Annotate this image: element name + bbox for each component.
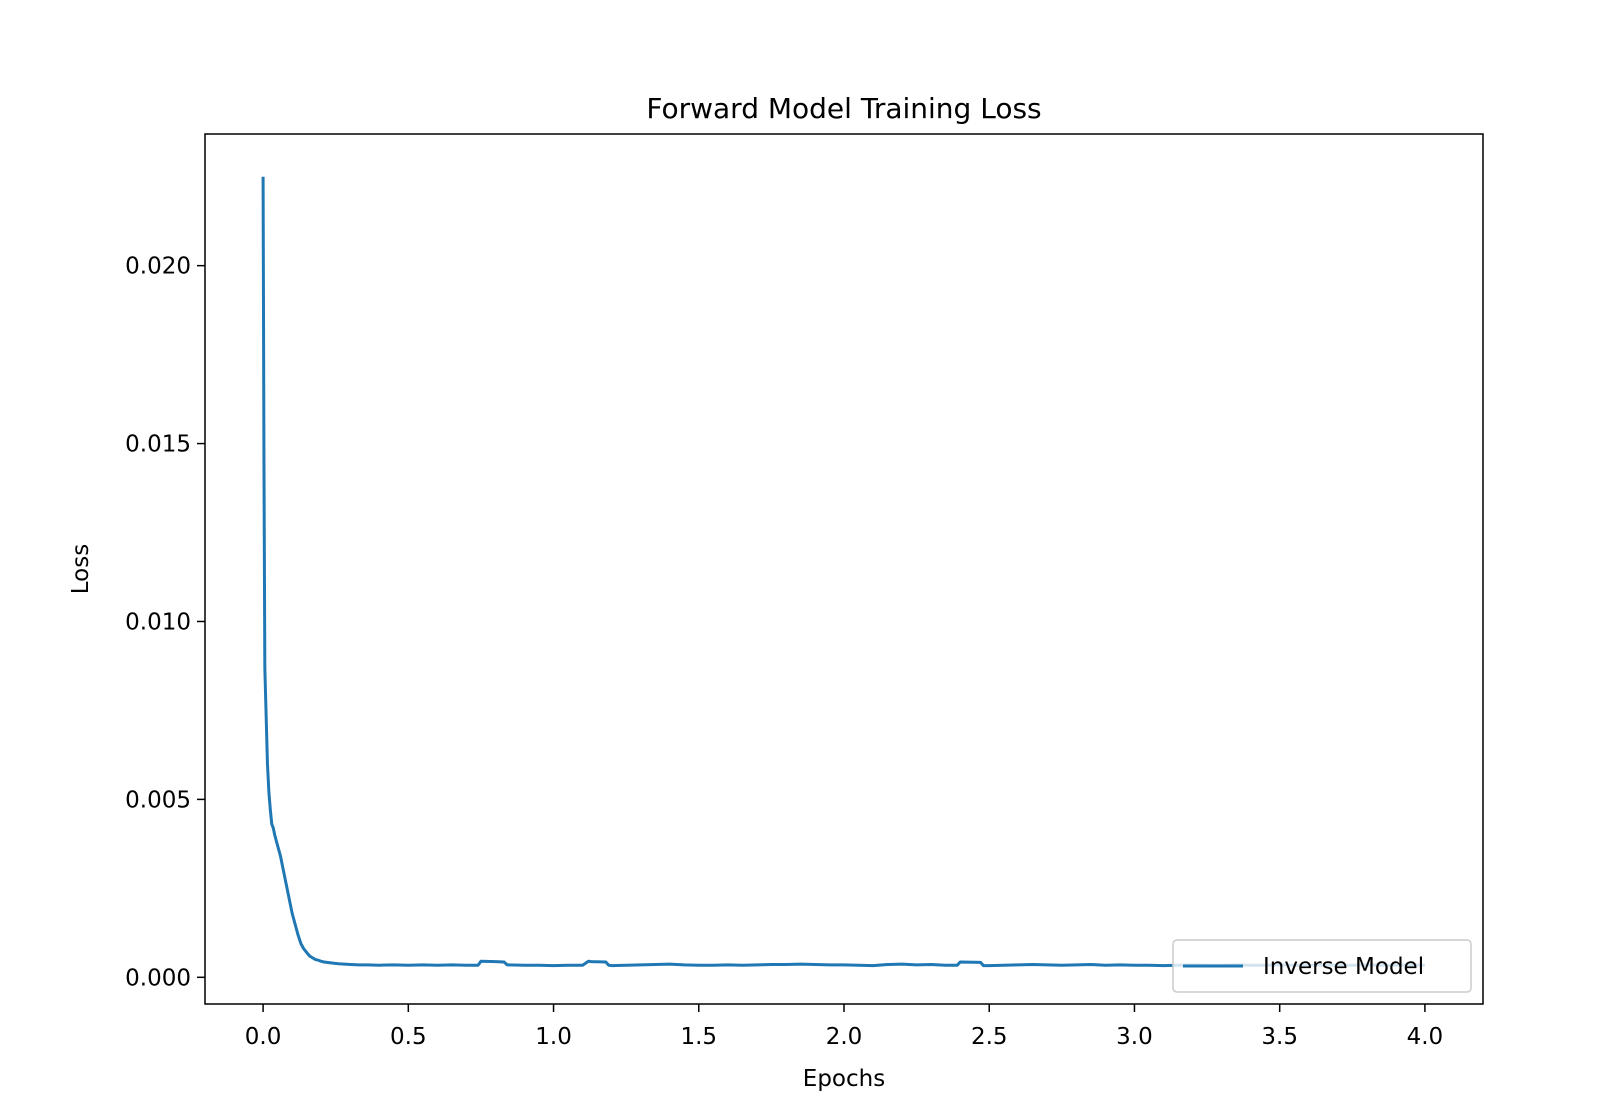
x-tick-label: 4.0 (1407, 1024, 1444, 1050)
y-axis-label: Loss (68, 544, 94, 594)
x-tick-label: 0.0 (245, 1024, 282, 1050)
y-tick-label: 0.015 (125, 432, 191, 458)
x-tick-label: 3.5 (1261, 1024, 1298, 1050)
x-tick-label: 2.5 (971, 1024, 1008, 1050)
y-tick-label: 0.000 (125, 965, 191, 991)
x-tick-label: 1.5 (680, 1024, 717, 1050)
x-tick-label: 0.5 (390, 1024, 427, 1050)
plot-area: 0.0 0.5 1.0 1.5 2.0 2.5 3.0 3.5 4.0 0.000 0.005 0.0… (125, 133, 1484, 1050)
legend-box (1172, 939, 1472, 993)
chart-title: Forward Model Training Loss (646, 92, 1041, 125)
x-tick-label: 1.0 (535, 1024, 572, 1050)
axes-frame (204, 133, 1484, 1005)
legend: Inverse Model (1172, 939, 1472, 993)
series-line-0 (261, 176, 1425, 968)
y-tick-label: 0.020 (125, 254, 191, 280)
legend-label: Inverse Model (1263, 954, 1424, 980)
y-tick-label: 0.010 (125, 609, 191, 635)
x-tick-label: 2.0 (826, 1024, 863, 1050)
x-axis-label: Epochs (803, 1066, 885, 1092)
x-tick-label: 3.0 (1116, 1024, 1153, 1050)
y-tick-label: 0.005 (125, 787, 191, 813)
